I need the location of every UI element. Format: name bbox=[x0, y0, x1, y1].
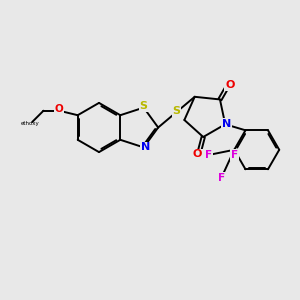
Text: N: N bbox=[141, 142, 150, 152]
Text: F: F bbox=[231, 150, 238, 160]
Text: N: N bbox=[222, 119, 231, 129]
Text: O: O bbox=[55, 104, 64, 114]
Text: F: F bbox=[218, 172, 225, 182]
Text: O: O bbox=[225, 80, 234, 90]
Text: F: F bbox=[205, 150, 212, 160]
Text: ethoxy: ethoxy bbox=[21, 121, 40, 126]
Text: S: S bbox=[172, 106, 180, 116]
Text: S: S bbox=[140, 101, 148, 111]
Text: O: O bbox=[193, 149, 202, 159]
